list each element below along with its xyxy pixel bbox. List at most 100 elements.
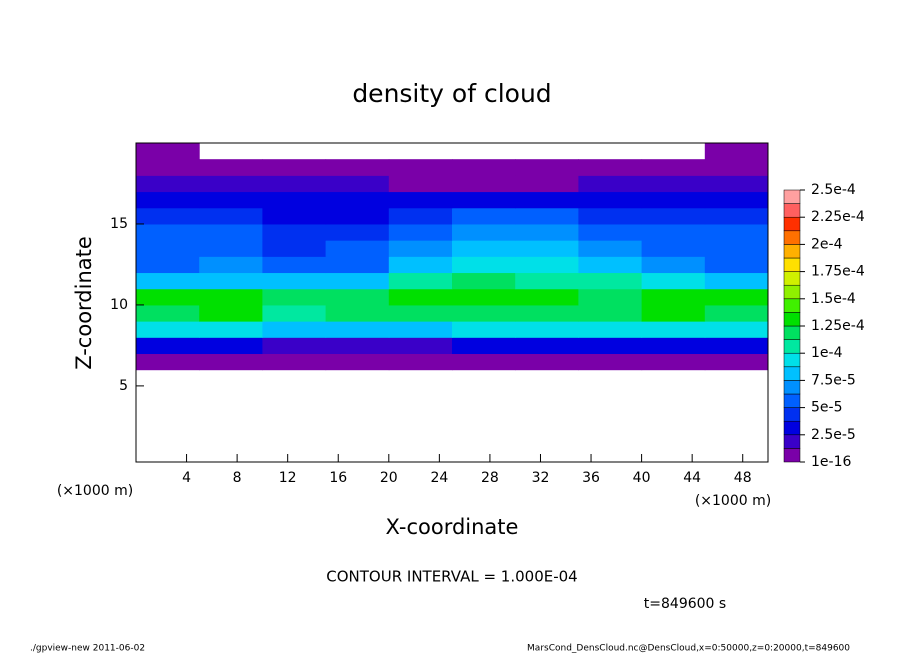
- heatmap-cell: [452, 304, 516, 322]
- heatmap-cell: [199, 272, 263, 290]
- y-axis-label: Z-coordinate: [72, 236, 96, 370]
- x-tick-label: 16: [329, 470, 347, 486]
- heatmap-cell: [325, 272, 390, 290]
- colorbar-segment: [783, 284, 801, 300]
- heatmap-cell: [136, 288, 200, 306]
- plot-frame: [135, 142, 769, 463]
- heatmap-cell: [452, 240, 516, 257]
- colorbar-label: 2e-4: [811, 236, 843, 252]
- colorbar-segment: [783, 271, 801, 286]
- heatmap-cell: [136, 175, 200, 193]
- heatmap-cell: [136, 191, 200, 209]
- heatmap-cell: [325, 304, 390, 322]
- colorbar-segment: [783, 244, 801, 259]
- heatmap-cell: [641, 337, 706, 355]
- heatmap-cell: [704, 143, 769, 160]
- heatmap-cell: [578, 223, 643, 241]
- chart-title: density of cloud: [352, 79, 551, 108]
- heatmap-cell: [199, 337, 263, 355]
- heatmap-cell: [388, 304, 453, 322]
- heatmap-cell: [262, 256, 327, 274]
- heatmap-cell: [262, 353, 327, 371]
- colorbar-segment: [783, 325, 801, 340]
- x-tick-label: 8: [233, 470, 242, 486]
- heatmap-cell: [704, 256, 769, 274]
- heatmap-cell: [452, 288, 516, 306]
- heatmap-cell: [136, 337, 200, 355]
- heatmap-cell: [136, 159, 200, 176]
- time-note: t=849600 s: [644, 596, 726, 612]
- colorbar-label: 1.75e-4: [811, 264, 865, 280]
- heatmap-cell: [578, 272, 643, 290]
- heatmap-cell: [262, 159, 327, 176]
- heatmap-cell: [388, 240, 453, 257]
- heatmap-cell: [641, 353, 706, 371]
- heatmap-cell: [704, 288, 769, 306]
- heatmap-cell: [515, 240, 579, 257]
- heatmap-cell: [578, 256, 643, 274]
- heatmap-cell: [641, 240, 706, 257]
- heatmap-cell: [641, 191, 706, 209]
- heatmap-cell: [452, 223, 516, 241]
- heatmap-cell: [136, 207, 200, 225]
- colorbar-segment: [783, 352, 801, 368]
- colorbar-segment: [783, 257, 801, 272]
- colorbar-segment: [783, 189, 801, 204]
- heatmap-cell: [262, 288, 327, 306]
- heatmap-cell: [388, 256, 453, 274]
- colorbar-segment: [783, 339, 801, 354]
- heatmap-cell: [515, 321, 579, 338]
- heatmap-cell: [515, 337, 579, 355]
- colorbar-segment: [783, 216, 801, 232]
- colorbar-segment: [783, 407, 801, 422]
- y-tick-label: 15: [110, 216, 128, 232]
- heatmap-cell: [641, 175, 706, 193]
- colorbar-segment: [783, 312, 801, 327]
- x-axis-label: X-coordinate: [386, 515, 519, 539]
- colorbar-segment: [783, 434, 801, 449]
- heatmap-cell: [262, 191, 327, 209]
- heatmap-cell: [199, 288, 263, 306]
- heatmap-cell: [578, 175, 643, 193]
- x-tick-label: 20: [380, 470, 398, 486]
- heatmap-cell: [452, 353, 516, 371]
- heatmap-cell: [515, 207, 579, 225]
- heatmap-cell: [199, 353, 263, 371]
- colorbar-segment: [783, 230, 801, 245]
- heatmap-cell: [325, 337, 390, 355]
- heatmap-cell: [199, 256, 263, 274]
- heatmap-cell: [325, 288, 390, 306]
- heatmap-cell: [704, 159, 769, 176]
- heatmap-cell: [136, 321, 200, 338]
- heatmap-cell: [578, 321, 643, 338]
- heatmap-cell: [641, 207, 706, 225]
- colorbar-label: 2.25e-4: [811, 209, 865, 225]
- heatmap-cell: [136, 143, 200, 160]
- heatmap-cell: [136, 353, 200, 371]
- colorbar-segment: [783, 380, 801, 395]
- heatmap-cell: [578, 337, 643, 355]
- heatmap-cell: [515, 272, 579, 290]
- heatmap-cell: [199, 321, 263, 338]
- heatmap-cell: [704, 321, 769, 338]
- heatmap-cell: [515, 288, 579, 306]
- heatmap-cell: [704, 353, 769, 371]
- heatmap-cell: [452, 207, 516, 225]
- colorbar-segment: [783, 298, 801, 313]
- heatmap-cell: [704, 223, 769, 241]
- colorbar-label: 1.25e-4: [811, 318, 865, 334]
- heatmap-cell: [388, 321, 453, 338]
- heatmap-cell: [199, 175, 263, 193]
- y-unit: (×1000 m): [57, 483, 133, 499]
- heatmap-cell: [325, 191, 390, 209]
- x-tick-label: 4: [182, 470, 191, 486]
- heatmap-cell: [578, 288, 643, 306]
- heatmap-cell: [452, 272, 516, 290]
- heatmap-cell: [262, 207, 327, 225]
- heatmap-cell: [388, 288, 453, 306]
- colorbar-label: 1e-4: [811, 345, 843, 361]
- heatmap-cell: [136, 256, 200, 274]
- x-unit: (×1000 m): [695, 493, 771, 509]
- colorbar-label: 1e-16: [811, 454, 851, 470]
- heatmap-cell: [641, 223, 706, 241]
